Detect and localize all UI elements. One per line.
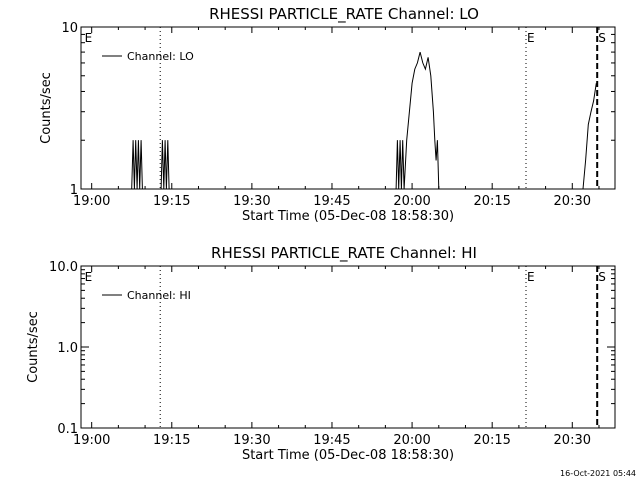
chart-title: RHESSI PARTICLE_RATE Channel: HI [211, 244, 477, 263]
x-axis-title: Start Time (05-Dec-08 18:58:30) [242, 209, 454, 224]
x-tick-label: 19:00 [73, 433, 110, 448]
x-axis-title: Start Time (05-Dec-08 18:58:30) [242, 448, 454, 463]
y-tick-label: 1 [70, 183, 78, 198]
x-tick-label: 20:15 [473, 433, 510, 448]
x-tick-label: 20:00 [393, 433, 430, 448]
y-axis-title: Counts/sec [39, 72, 54, 144]
x-tick-label: 20:15 [473, 194, 510, 209]
marker-label: E [527, 270, 535, 284]
x-tick-label: 20:00 [393, 194, 430, 209]
x-tick-label: 19:00 [73, 194, 110, 209]
x-tick-label: 20:30 [554, 433, 591, 448]
marker-label: E [85, 270, 93, 284]
x-tick-label: 19:30 [233, 433, 270, 448]
x-tick-label: 19:45 [313, 433, 350, 448]
marker-label: S [598, 31, 606, 45]
footer-timestamp: 16-Oct-2021 05:44 [560, 469, 636, 478]
x-tick-label: 19:15 [153, 433, 190, 448]
y-axis-title: Counts/sec [26, 311, 41, 383]
marker-label: E [527, 31, 535, 45]
legend-label: Channel: HI [127, 289, 191, 302]
x-tick-label: 19:15 [153, 194, 190, 209]
x-tick-label: 19:45 [313, 194, 350, 209]
series-line [131, 51, 597, 190]
x-tick-label: 19:30 [233, 194, 270, 209]
y-tick-label: 0.1 [57, 422, 78, 437]
chart-title: RHESSI PARTICLE_RATE Channel: LO [209, 5, 479, 24]
x-tick-label: 20:30 [554, 194, 591, 209]
marker-label: S [598, 270, 606, 284]
marker-label: E [85, 31, 93, 45]
y-tick-label: 1.0 [57, 341, 78, 356]
y-tick-label: 10.0 [49, 260, 78, 275]
legend-label: Channel: LO [127, 50, 194, 63]
y-tick-label: 10 [61, 21, 78, 36]
